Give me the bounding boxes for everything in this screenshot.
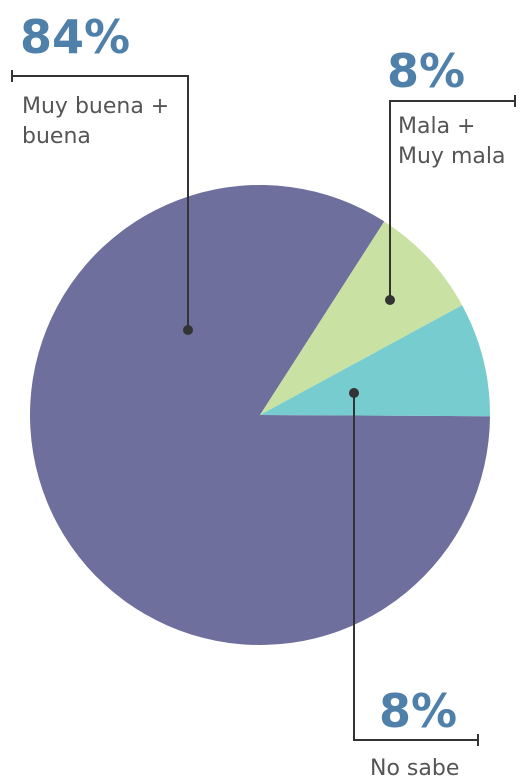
pie-slice [260,221,463,415]
leader-line [12,75,189,330]
category-label: Muy buena + buena [22,94,170,149]
leader-dot [349,388,359,398]
category-label: No sabe [370,756,460,778]
leader-dot [385,295,395,305]
pie-slice [29,184,490,645]
leader-line [389,100,515,300]
value-label: 84% [20,10,131,64]
pie-slice [260,305,490,417]
value-label: 8% [379,684,458,738]
leader-dot [183,325,193,335]
value-label: 8% [387,44,466,98]
category-label: Mala + Muy mala [398,114,506,169]
leader-line [353,393,478,741]
